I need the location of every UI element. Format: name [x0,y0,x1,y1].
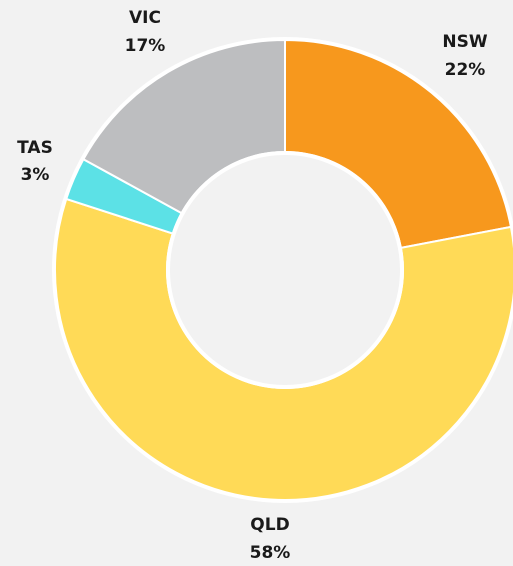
value-label: 58% [250,543,291,563]
value-label: 17% [125,36,166,56]
value-label: 3% [21,165,50,185]
donut-hole [166,151,404,389]
category-label: TAS [17,138,53,158]
category-label: NSW [442,32,487,52]
value-label: 22% [445,60,486,80]
category-label: QLD [250,515,289,535]
category-label: VIC [129,8,161,28]
